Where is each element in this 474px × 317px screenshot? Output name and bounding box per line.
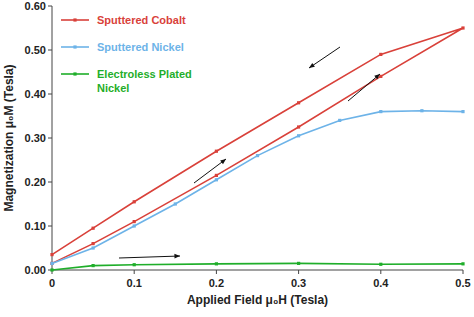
- y-tick-label: 0.00: [25, 264, 46, 276]
- x-tick-label: 0: [49, 277, 55, 289]
- x-tick: [134, 270, 135, 274]
- series-marker: [420, 109, 423, 112]
- arrow: [348, 74, 380, 101]
- x-axis-label: Applied Field μ₀H (Tesla): [187, 293, 328, 307]
- y-tick-label: 0.30: [25, 132, 46, 144]
- legend: Sputtered Cobalt Sputtered Nickel Electrol…: [61, 14, 192, 94]
- y-tick-label: 0.20: [25, 176, 46, 188]
- plot-area: [50, 26, 464, 271]
- series-marker: [297, 262, 300, 265]
- legend-swatch: [61, 73, 89, 75]
- series-marker: [215, 262, 218, 265]
- legend-swatch: [61, 46, 89, 48]
- legend-label-line: Nickel: [97, 82, 129, 94]
- legend-swatch: [61, 19, 89, 21]
- series-marker: [379, 110, 382, 113]
- y-tick-label: 0.40: [25, 88, 46, 100]
- y-tick: [48, 226, 52, 227]
- series-marker: [50, 253, 53, 256]
- y-tick: [48, 182, 52, 183]
- x-tick-label: 0.3: [291, 277, 306, 289]
- y-tick-label: 0.60: [25, 0, 46, 12]
- legend-label-line: Sputtered Nickel: [97, 41, 184, 53]
- series-marker: [338, 119, 341, 122]
- y-tick: [48, 138, 52, 139]
- arrowhead: [309, 63, 315, 68]
- y-axis-label: Magnetization μ₀M (Tesla): [2, 64, 16, 211]
- series-marker: [379, 53, 382, 56]
- legend-label: Sputtered Cobalt: [97, 14, 186, 26]
- y-tick-label: 0.50: [25, 44, 46, 56]
- series-marker: [297, 134, 300, 137]
- arrowhead: [174, 254, 180, 259]
- x-tick: [463, 270, 464, 274]
- series-marker: [92, 227, 95, 230]
- x-tick-label: 0.4: [373, 277, 389, 289]
- x-tick: [216, 270, 217, 274]
- series-marker: [461, 26, 464, 29]
- series-marker: [133, 263, 136, 266]
- series-marker: [379, 75, 382, 78]
- series-line: [52, 263, 463, 270]
- legend-label-line: Electroless Plated: [97, 68, 192, 80]
- legend-label: Sputtered Nickel: [97, 41, 184, 53]
- series-marker: [174, 202, 177, 205]
- legend-marker: [73, 45, 76, 48]
- series-marker: [92, 242, 95, 245]
- y-tick-label: 0.10: [25, 220, 46, 232]
- legend-label: Electroless Plated Nickel: [97, 68, 192, 94]
- arrowhead: [220, 159, 226, 164]
- arrow: [119, 256, 180, 258]
- series-marker: [133, 220, 136, 223]
- y-tick: [48, 94, 52, 95]
- series-marker: [215, 150, 218, 153]
- y-tick: [48, 50, 52, 51]
- x-tick: [380, 270, 381, 274]
- x-tick-label: 0.1: [127, 277, 142, 289]
- x-tick-label: 0.5: [455, 277, 470, 289]
- series-marker: [379, 263, 382, 266]
- series-marker: [215, 178, 218, 181]
- legend-label-line: Sputtered Cobalt: [97, 14, 186, 26]
- arrowhead: [374, 74, 380, 79]
- series-line: [52, 28, 463, 263]
- series-marker: [92, 246, 95, 249]
- x-tick-label: 0.2: [209, 277, 224, 289]
- arrow: [194, 159, 226, 183]
- series-marker: [133, 224, 136, 227]
- series-marker: [50, 268, 53, 271]
- x-tick: [298, 270, 299, 274]
- series-marker: [92, 264, 95, 267]
- y-tick: [48, 6, 52, 7]
- y-axis: [52, 6, 53, 270]
- series-marker: [461, 262, 464, 265]
- series-marker: [256, 154, 259, 157]
- chart: 0.00 0.10 0.20 0.30 0.40 0.50 0.60 0 0.1 0.2 0.3 0.…: [0, 0, 474, 317]
- legend-marker: [73, 18, 76, 21]
- series-marker: [297, 125, 300, 128]
- arrow: [309, 47, 340, 68]
- x-axis: [52, 270, 463, 271]
- series-marker: [461, 110, 464, 113]
- series-marker: [297, 101, 300, 104]
- legend-marker: [73, 72, 76, 75]
- series-marker: [215, 174, 218, 177]
- series-marker: [133, 200, 136, 203]
- series-marker: [50, 262, 53, 265]
- series-line: [52, 111, 463, 264]
- series-marker: [50, 262, 53, 265]
